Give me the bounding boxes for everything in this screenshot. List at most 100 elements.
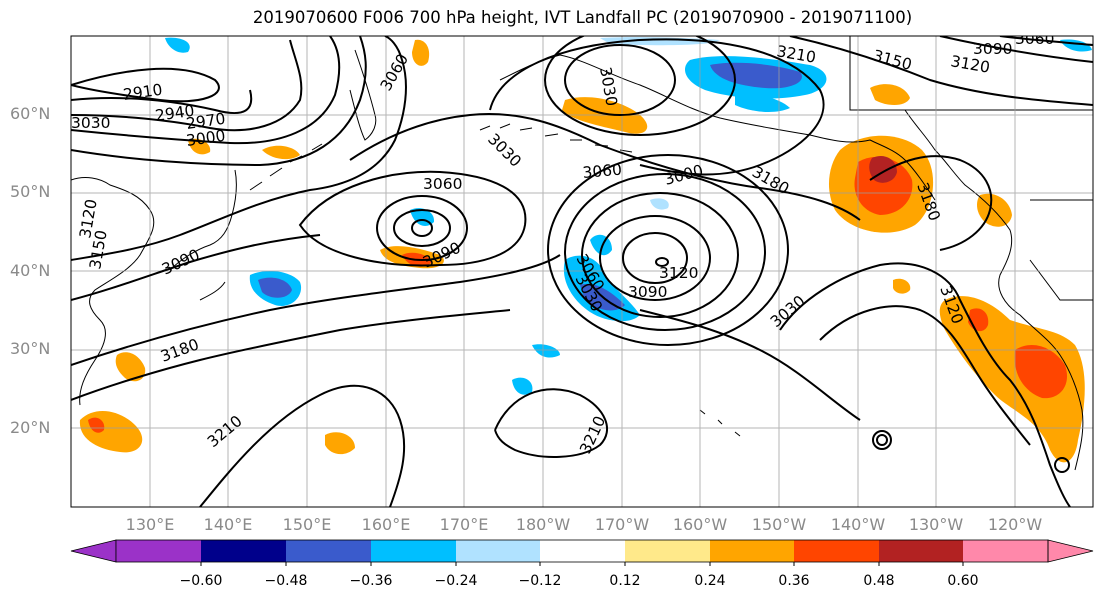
- figure-title: 2019070600 F006 700 hPa height, IVT Land…: [252, 8, 913, 27]
- contour-line: [71, 67, 220, 103]
- colorbar-swatch: [625, 540, 710, 562]
- contour-line: [547, 154, 789, 346]
- colorbar-tick-label: 0.36: [778, 573, 810, 589]
- ivt-negative-region: [258, 277, 292, 298]
- contour-line: [819, 305, 1031, 446]
- colorbar-tick-label: −0.36: [349, 573, 393, 589]
- colorbar-tick-label: 0.48: [863, 573, 895, 589]
- ivt-positive-region: [412, 39, 430, 66]
- contour-label: 3090: [973, 40, 1012, 58]
- lon-label-140e: 140°E: [203, 515, 253, 534]
- contour-label: 3030: [71, 114, 110, 132]
- lon-label-160e: 160°E: [361, 515, 411, 534]
- contour-line: [71, 36, 341, 145]
- colorbar-tick-label: −0.48: [264, 573, 308, 589]
- colorbar-swatch: [286, 540, 371, 562]
- contour-line: [779, 262, 1071, 507]
- ivt-positive-region: [854, 156, 913, 215]
- contour-line: [869, 155, 993, 251]
- contour-line: [655, 257, 669, 267]
- lon-label-120w: 120°W: [987, 515, 1043, 534]
- colorbar-swatch: [116, 540, 201, 562]
- contour-line: [622, 232, 688, 284]
- lon-label-130w: 130°W: [908, 515, 964, 534]
- lon-label-130e: 130°E: [125, 515, 175, 534]
- colorbar: [70, 539, 1094, 566]
- lon-label-170w: 170°W: [594, 515, 650, 534]
- contour-line: [581, 192, 739, 318]
- lat-label-30n: 30°N: [10, 339, 51, 358]
- contour-line: [544, 36, 736, 136]
- contour-line: [494, 388, 609, 458]
- colorbar-swatch: [794, 540, 879, 562]
- contour-label: 3000: [185, 127, 227, 150]
- contour-label: 3090: [628, 283, 667, 301]
- ivt-negative-region: [735, 94, 790, 112]
- contour-line: [71, 36, 407, 261]
- contour-line: [939, 36, 1093, 63]
- contour-line: [393, 209, 451, 247]
- contour-line: [489, 38, 825, 176]
- lat-label-20n: 20°N: [10, 418, 51, 437]
- ivt-positive-region: [870, 84, 910, 105]
- contour-line: [639, 309, 861, 421]
- ivt-negative-region: [532, 344, 560, 358]
- height-contours: [71, 36, 1093, 507]
- colorbar-outline: [115, 539, 1049, 563]
- alaska-coastline: [499, 54, 936, 201]
- ivt-positive-region: [88, 417, 105, 433]
- contour-line: [564, 44, 676, 116]
- colorbar-tick-label: 0.12: [609, 573, 641, 589]
- ivt-positive-region: [893, 278, 911, 294]
- contour-line: [199, 385, 406, 507]
- contour-line: [876, 434, 888, 446]
- colorbar-tick-label: 0.24: [694, 573, 726, 589]
- contour-line: [349, 113, 861, 221]
- contour-label: 2910: [122, 81, 164, 104]
- contour-line: [71, 39, 303, 132]
- lon-label-150w: 150°W: [751, 515, 807, 534]
- contour-line: [298, 170, 527, 267]
- contour-label: 3060: [1015, 30, 1054, 48]
- ivt-negative-region: [512, 377, 533, 395]
- contour-line: [71, 254, 561, 366]
- lat-label-60n: 60°N: [10, 104, 51, 123]
- colorbar-tick-label: −0.24: [434, 573, 478, 589]
- contour-line: [376, 195, 468, 261]
- contour-label: 3120: [659, 264, 698, 282]
- colorbar-swatch: [456, 540, 540, 562]
- colorbar-swatch: [371, 540, 456, 562]
- contour-line: [564, 173, 766, 331]
- ivt-positive-region: [115, 352, 146, 382]
- ivt-positive-region: [325, 432, 355, 455]
- colorbar-extend-min: [70, 539, 117, 563]
- ivt-negative-region: [650, 198, 669, 210]
- ivt-positive-region: [188, 138, 211, 155]
- contour-line: [789, 36, 1093, 106]
- colorbar-tick-label: 0.60: [947, 573, 979, 589]
- hawaii-islands: [699, 409, 741, 437]
- aleutian-islands: [479, 123, 633, 153]
- contour-line: [1054, 457, 1070, 473]
- colorbar-swatch: [201, 540, 286, 562]
- map-frame: [70, 35, 1094, 508]
- contour-line: [71, 36, 367, 167]
- north-america-coastline: [904, 109, 1084, 471]
- contour-line: [872, 430, 892, 450]
- colorbar-swatch: [540, 540, 625, 562]
- ivt-fill-layer: [79, 37, 1092, 463]
- ivt-positive-region: [262, 145, 300, 160]
- ivt-negative-region: [590, 234, 612, 256]
- lat-label-40n: 40°N: [10, 261, 51, 280]
- contour-label: 2940: [154, 102, 196, 125]
- colorbar-extend-max: [1047, 539, 1094, 563]
- colorbar-swatch: [710, 540, 794, 562]
- lon-label-180w: 180°W: [515, 515, 571, 534]
- contour-line: [999, 36, 1093, 46]
- contour-line: [71, 234, 321, 301]
- contour-line: [599, 215, 711, 301]
- colorbar-swatch: [879, 540, 963, 562]
- contour-label: 3060: [423, 175, 462, 193]
- ivt-positive-region: [939, 296, 1085, 463]
